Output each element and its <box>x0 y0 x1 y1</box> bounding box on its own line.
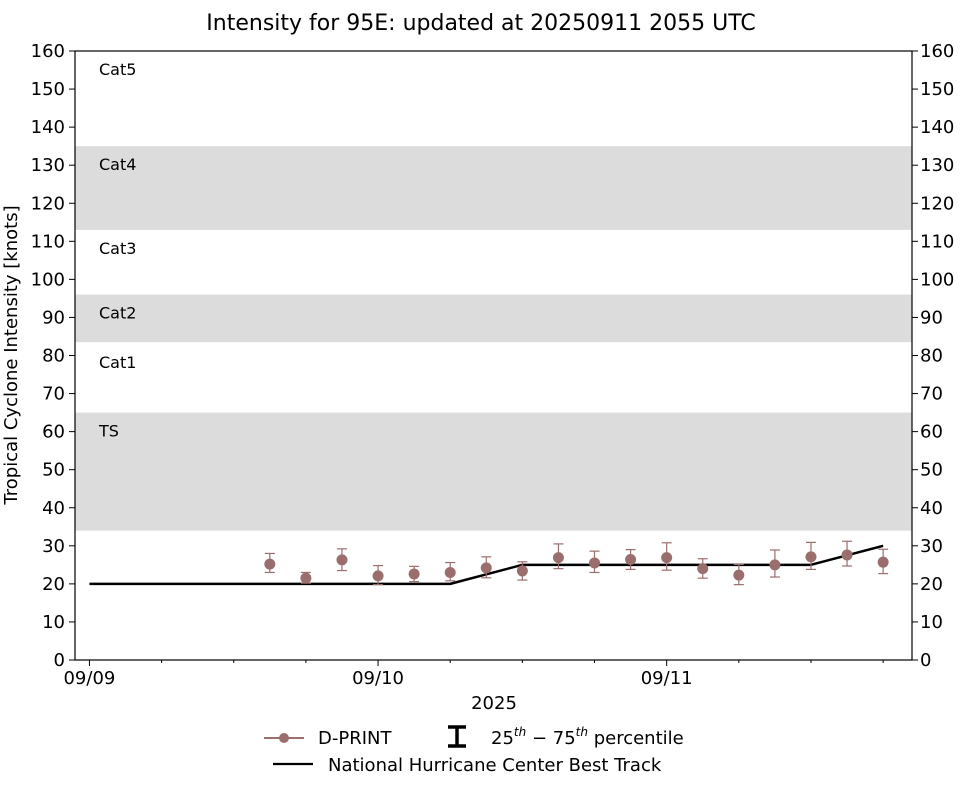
x-axis: 09/09 09/10 09/11 <box>63 660 884 689</box>
y-tick-label-right: 110 <box>920 231 954 252</box>
x-axis-label: 2025 <box>471 693 517 714</box>
y-tick-label: 50 <box>42 460 65 481</box>
y-tick-label-right: 30 <box>920 536 943 557</box>
category-label: Cat4 <box>99 155 136 174</box>
dprint-point <box>589 557 601 569</box>
dprint-point <box>552 552 564 564</box>
dprint-point <box>733 569 745 581</box>
legend-bt-label: National Hurricane Center Best Track <box>328 755 662 776</box>
y-tick-label: 30 <box>42 536 65 557</box>
band-cat4 <box>75 146 912 230</box>
y-tick-label-right: 20 <box>920 574 943 595</box>
y-tick-label: 120 <box>31 193 65 214</box>
dprint-point <box>661 552 673 564</box>
y-tick-label: 80 <box>42 346 65 367</box>
y-tick-label: 10 <box>42 612 65 633</box>
dprint-point <box>877 556 889 568</box>
y-tick-label: 110 <box>31 231 65 252</box>
dprint-point <box>372 570 384 582</box>
dprint-point <box>516 565 528 577</box>
x-tick-label: 09/11 <box>641 668 693 689</box>
dprint-series <box>264 540 889 586</box>
y-tick-label-right: 90 <box>920 307 943 328</box>
chart-title: Intensity for 95E: updated at 20250911 2… <box>206 11 755 36</box>
y-tick-label-right: 100 <box>920 269 954 290</box>
legend-errorbar-icon <box>448 725 466 748</box>
y-tick-label: 130 <box>31 155 65 176</box>
band-ts <box>75 412 912 531</box>
dprint-point <box>480 562 492 574</box>
y-axis-label: Tropical Cyclone Intensity [knots] <box>1 205 22 505</box>
y-tick-label-right: 50 <box>920 460 943 481</box>
dprint-point <box>697 563 709 575</box>
dprint-point <box>805 551 817 563</box>
dprint-point <box>841 549 853 561</box>
y-tick-label-right: 140 <box>920 117 954 138</box>
band-cat2 <box>75 294 912 343</box>
x-tick-label: 09/10 <box>352 668 404 689</box>
y-tick-label: 70 <box>42 384 65 405</box>
category-label: Cat3 <box>99 239 136 258</box>
y-tick-label-right: 160 <box>920 41 954 62</box>
y-tick-label: 100 <box>31 269 65 290</box>
y-tick-label-right: 10 <box>920 612 943 633</box>
x-tick-label: 09/09 <box>63 668 115 689</box>
y-tick-label: 60 <box>42 422 65 443</box>
y-tick-label-right: 130 <box>920 155 954 176</box>
category-bands <box>75 146 912 531</box>
category-labels: Cat5 Cat4 Cat3 Cat2 Cat1 TS <box>98 60 136 441</box>
dprint-point <box>336 554 348 566</box>
legend-percentile-label: 25th − 75th percentile <box>491 725 684 749</box>
y-tick-label: 140 <box>31 117 65 138</box>
category-label: Cat1 <box>99 353 136 372</box>
y-tick-label: 20 <box>42 574 65 595</box>
y-tick-label-right: 40 <box>920 498 943 519</box>
y-tick-label: 0 <box>54 650 65 671</box>
y-tick-label-right: 150 <box>920 79 954 100</box>
category-label: Cat5 <box>99 60 136 79</box>
category-label: TS <box>98 422 119 441</box>
y-tick-label: 160 <box>31 41 65 62</box>
dprint-point <box>300 572 312 584</box>
dprint-point <box>264 558 276 570</box>
legend-dprint-label: D-PRINT <box>318 728 392 749</box>
y-tick-label: 90 <box>42 307 65 328</box>
legend: D-PRINT 25th − 75th percentile National … <box>264 725 684 776</box>
category-label: Cat2 <box>99 304 136 323</box>
y-tick-label-right: 120 <box>920 193 954 214</box>
y-tick-label-right: 60 <box>920 422 943 443</box>
y-axis-right: 0 10 20 30 40 50 60 70 80 90 100 110 120 130 140 150 160 <box>912 41 954 671</box>
y-tick-label: 40 <box>42 498 65 519</box>
y-tick-label-right: 0 <box>920 650 931 671</box>
legend-dprint-marker <box>279 733 289 743</box>
dprint-point <box>408 568 420 580</box>
y-tick-label-right: 70 <box>920 384 943 405</box>
plot-frame <box>74 50 913 661</box>
y-axis-left: 0 10 20 30 40 50 60 70 80 90 100 110 120 130 140 150 160 <box>31 41 75 671</box>
y-tick-label-right: 80 <box>920 346 943 367</box>
dprint-point <box>625 554 637 566</box>
y-tick-label: 150 <box>31 79 65 100</box>
dprint-point <box>769 559 781 571</box>
dprint-point <box>444 566 456 578</box>
